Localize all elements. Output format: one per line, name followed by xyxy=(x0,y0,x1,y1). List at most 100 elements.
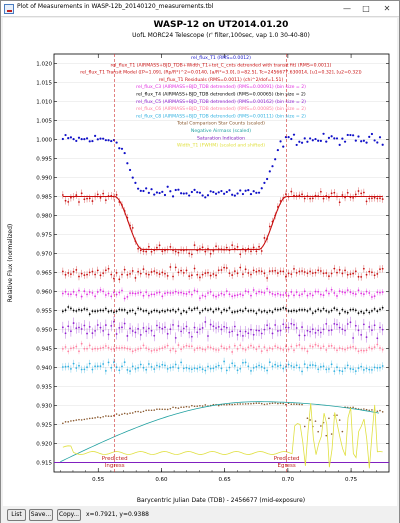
data-point xyxy=(64,133,67,137)
data-point xyxy=(104,369,107,372)
data-point xyxy=(303,308,306,311)
data-point xyxy=(61,310,64,313)
data-point xyxy=(115,310,118,313)
data-point xyxy=(365,290,368,293)
data-point xyxy=(104,307,107,310)
plot-area[interactable]: WASP-12 on UT2014.01.20 UofL MORC24 Tele… xyxy=(3,18,397,506)
data-point xyxy=(309,292,312,295)
data-point xyxy=(96,365,99,368)
data-point xyxy=(215,327,217,329)
data-point xyxy=(255,365,258,368)
data-point xyxy=(314,137,317,141)
data-point xyxy=(317,368,320,371)
data-point xyxy=(137,348,140,350)
data-point xyxy=(236,334,239,336)
copy-button[interactable]: Copy... xyxy=(57,509,81,521)
data-point xyxy=(156,271,158,274)
data-point xyxy=(153,349,156,351)
data-point xyxy=(322,132,325,135)
data-point xyxy=(330,272,333,275)
data-point xyxy=(196,290,199,293)
data-point xyxy=(139,272,142,275)
data-point xyxy=(231,244,234,247)
data-point xyxy=(336,308,338,311)
title-bar[interactable]: Plot of Measurements in WASP-12b_2014012… xyxy=(1,1,399,17)
data-point xyxy=(139,308,142,311)
data-point xyxy=(306,140,309,143)
data-point xyxy=(70,273,72,276)
data-point xyxy=(317,139,320,142)
data-point xyxy=(379,366,381,369)
data-point xyxy=(185,269,188,272)
data-point xyxy=(118,278,121,281)
data-point xyxy=(96,193,99,196)
minimize-button[interactable]: — xyxy=(343,4,351,13)
comparison-counts-point xyxy=(274,402,276,404)
data-point xyxy=(293,366,295,369)
data-point xyxy=(182,272,185,274)
data-point xyxy=(379,291,381,294)
data-point xyxy=(260,291,263,294)
data-point xyxy=(362,267,365,270)
data-point xyxy=(341,137,344,140)
data-point xyxy=(368,135,371,139)
data-point xyxy=(110,324,113,327)
data-point xyxy=(295,272,298,274)
comparison-counts-point xyxy=(341,430,344,433)
list-button[interactable]: List xyxy=(7,509,26,521)
data-point xyxy=(207,335,209,337)
data-point xyxy=(142,310,145,312)
data-point xyxy=(150,365,153,368)
data-point xyxy=(137,292,140,294)
data-point xyxy=(185,325,188,328)
data-point xyxy=(236,192,239,195)
data-point xyxy=(102,309,105,312)
data-point xyxy=(223,293,226,296)
data-point xyxy=(164,326,166,329)
data-point xyxy=(158,347,161,350)
data-point xyxy=(169,366,172,369)
close-button[interactable]: ✕ xyxy=(383,4,391,13)
data-point xyxy=(131,176,134,179)
data-point xyxy=(274,293,277,296)
data-point xyxy=(303,290,306,293)
data-point xyxy=(365,349,368,352)
data-point xyxy=(193,289,196,292)
comparison-counts-point xyxy=(180,406,182,409)
data-point xyxy=(293,294,295,297)
light-curve-plot[interactable]: WASP-12 on UT2014.01.20 UofL MORC24 Tele… xyxy=(3,18,397,506)
data-point xyxy=(330,288,333,291)
maximize-button[interactable]: □ xyxy=(362,4,370,13)
data-point xyxy=(96,269,99,272)
data-point xyxy=(282,323,285,326)
comparison-counts-point xyxy=(78,418,80,421)
comparison-counts-point xyxy=(118,414,121,416)
data-point xyxy=(145,347,148,350)
data-point xyxy=(244,290,247,293)
data-point xyxy=(306,366,309,369)
data-point xyxy=(134,367,137,370)
save-button[interactable]: Save... xyxy=(29,509,53,521)
data-point xyxy=(247,346,250,349)
data-point xyxy=(231,295,234,298)
data-point xyxy=(80,192,83,195)
data-point xyxy=(271,311,274,314)
data-point xyxy=(236,369,239,372)
y-tick-label: 1.010 xyxy=(36,100,52,106)
data-point xyxy=(263,346,266,349)
data-point xyxy=(161,347,164,350)
data-point xyxy=(293,268,295,270)
data-point xyxy=(244,268,247,271)
data-point xyxy=(180,269,183,272)
cursor-readout: x=0.7921, y=0.9388 xyxy=(86,511,149,518)
data-point xyxy=(134,312,137,315)
data-point xyxy=(336,271,338,274)
data-point xyxy=(145,250,148,253)
data-point xyxy=(268,291,271,294)
data-point xyxy=(258,290,260,293)
data-point xyxy=(319,331,322,334)
data-point xyxy=(150,329,153,332)
comparison-counts-point xyxy=(99,416,102,419)
data-point xyxy=(188,275,191,278)
data-point xyxy=(156,324,158,327)
